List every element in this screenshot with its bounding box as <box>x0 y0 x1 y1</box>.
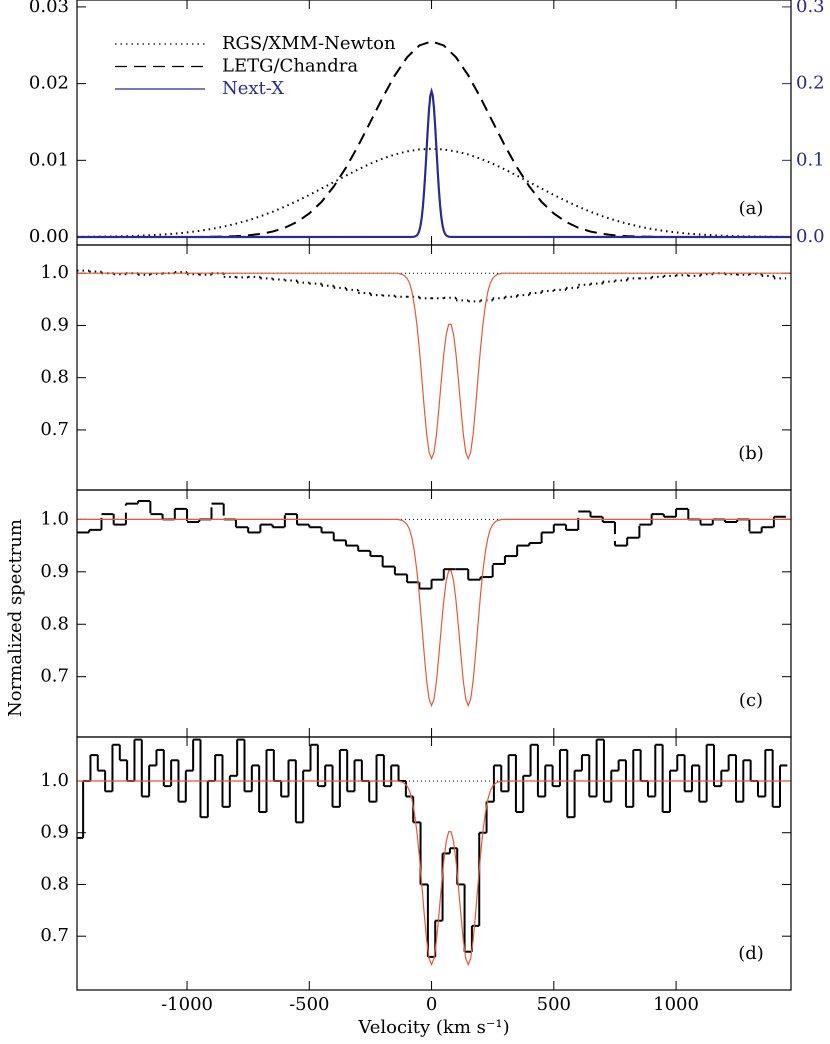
legend-label: Next-X <box>222 78 284 99</box>
x-axis-title: Velocity (km s⁻¹) <box>357 1017 509 1038</box>
y-tick-label: 1.0 <box>40 770 69 791</box>
y-tick-label: 0.9 <box>40 822 69 843</box>
y-tick-label: 0.8 <box>40 873 69 894</box>
y2-tick-label: 0.0 <box>796 226 825 247</box>
series-line <box>77 780 791 967</box>
step-connector <box>88 501 775 589</box>
plot-area <box>77 500 791 708</box>
y-tick-label: 0.7 <box>40 419 69 440</box>
plot-area <box>77 269 791 461</box>
y2-tick-label: 0.1 <box>796 149 825 170</box>
series-line <box>77 87 791 239</box>
y-tick-label: 0.02 <box>29 73 69 94</box>
series-line <box>77 40 787 239</box>
y-tick-label: 0.01 <box>29 149 69 170</box>
series-line <box>77 147 787 238</box>
y-tick-label: 1.0 <box>40 262 69 283</box>
y-tick-label: 1.0 <box>40 508 69 529</box>
y2-tick-label: 0.3 <box>796 0 825 17</box>
panel-label: (a) <box>739 198 764 219</box>
y-axis-title: Normalized spectrum <box>5 519 26 717</box>
panel-frame <box>76 736 792 991</box>
x-tick-label: -500 <box>289 994 329 1015</box>
y-tick-label: 0.9 <box>40 561 69 582</box>
panel-label: (c) <box>739 690 763 711</box>
series-line <box>77 518 791 708</box>
y-tick-label: 0.8 <box>40 613 69 634</box>
y2-tick-label: 0.2 <box>796 73 825 94</box>
panel-label: (d) <box>738 943 764 964</box>
series-line <box>77 272 791 461</box>
step-connector <box>82 739 781 957</box>
y-tick-label: 0.03 <box>29 0 69 17</box>
y-tick-label: 0.7 <box>40 925 69 946</box>
x-tick-label: 1000 <box>653 994 699 1015</box>
x-tick-label: 500 <box>537 994 571 1015</box>
y-tick-label: 0.00 <box>29 226 69 247</box>
step-connector <box>88 270 775 302</box>
panel-label: (b) <box>738 443 764 464</box>
plot-area <box>77 40 791 239</box>
legend-label: LETG/Chandra <box>222 56 358 77</box>
y-tick-label: 0.9 <box>40 314 69 335</box>
x-tick-label: 0 <box>426 994 437 1015</box>
y-tick-label: 0.8 <box>40 367 69 388</box>
plot-area <box>77 738 791 967</box>
x-tick-label: -1000 <box>161 994 213 1015</box>
legend-label: RGS/XMM-Newton <box>222 33 396 54</box>
y-tick-label: 0.7 <box>40 666 69 687</box>
